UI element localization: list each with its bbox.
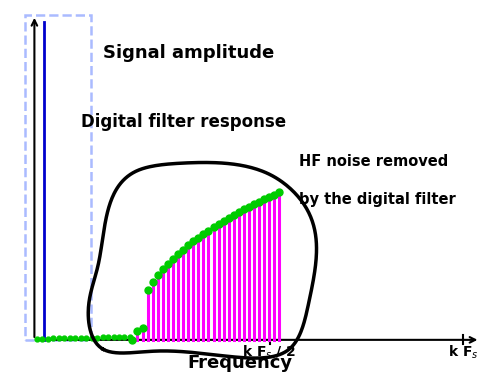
Text: HF noise removed: HF noise removed [299, 154, 448, 169]
Text: by the digital filter: by the digital filter [299, 192, 456, 207]
Bar [24, 15, 91, 340]
Text: k F$_s$ / 2: k F$_s$ / 2 [242, 344, 297, 361]
Text: Signal amplitude: Signal amplitude [103, 44, 274, 62]
Text: k F$_s$: k F$_s$ [448, 344, 478, 361]
Text: Digital filter response: Digital filter response [81, 113, 286, 131]
Text: Frequency: Frequency [188, 354, 293, 372]
